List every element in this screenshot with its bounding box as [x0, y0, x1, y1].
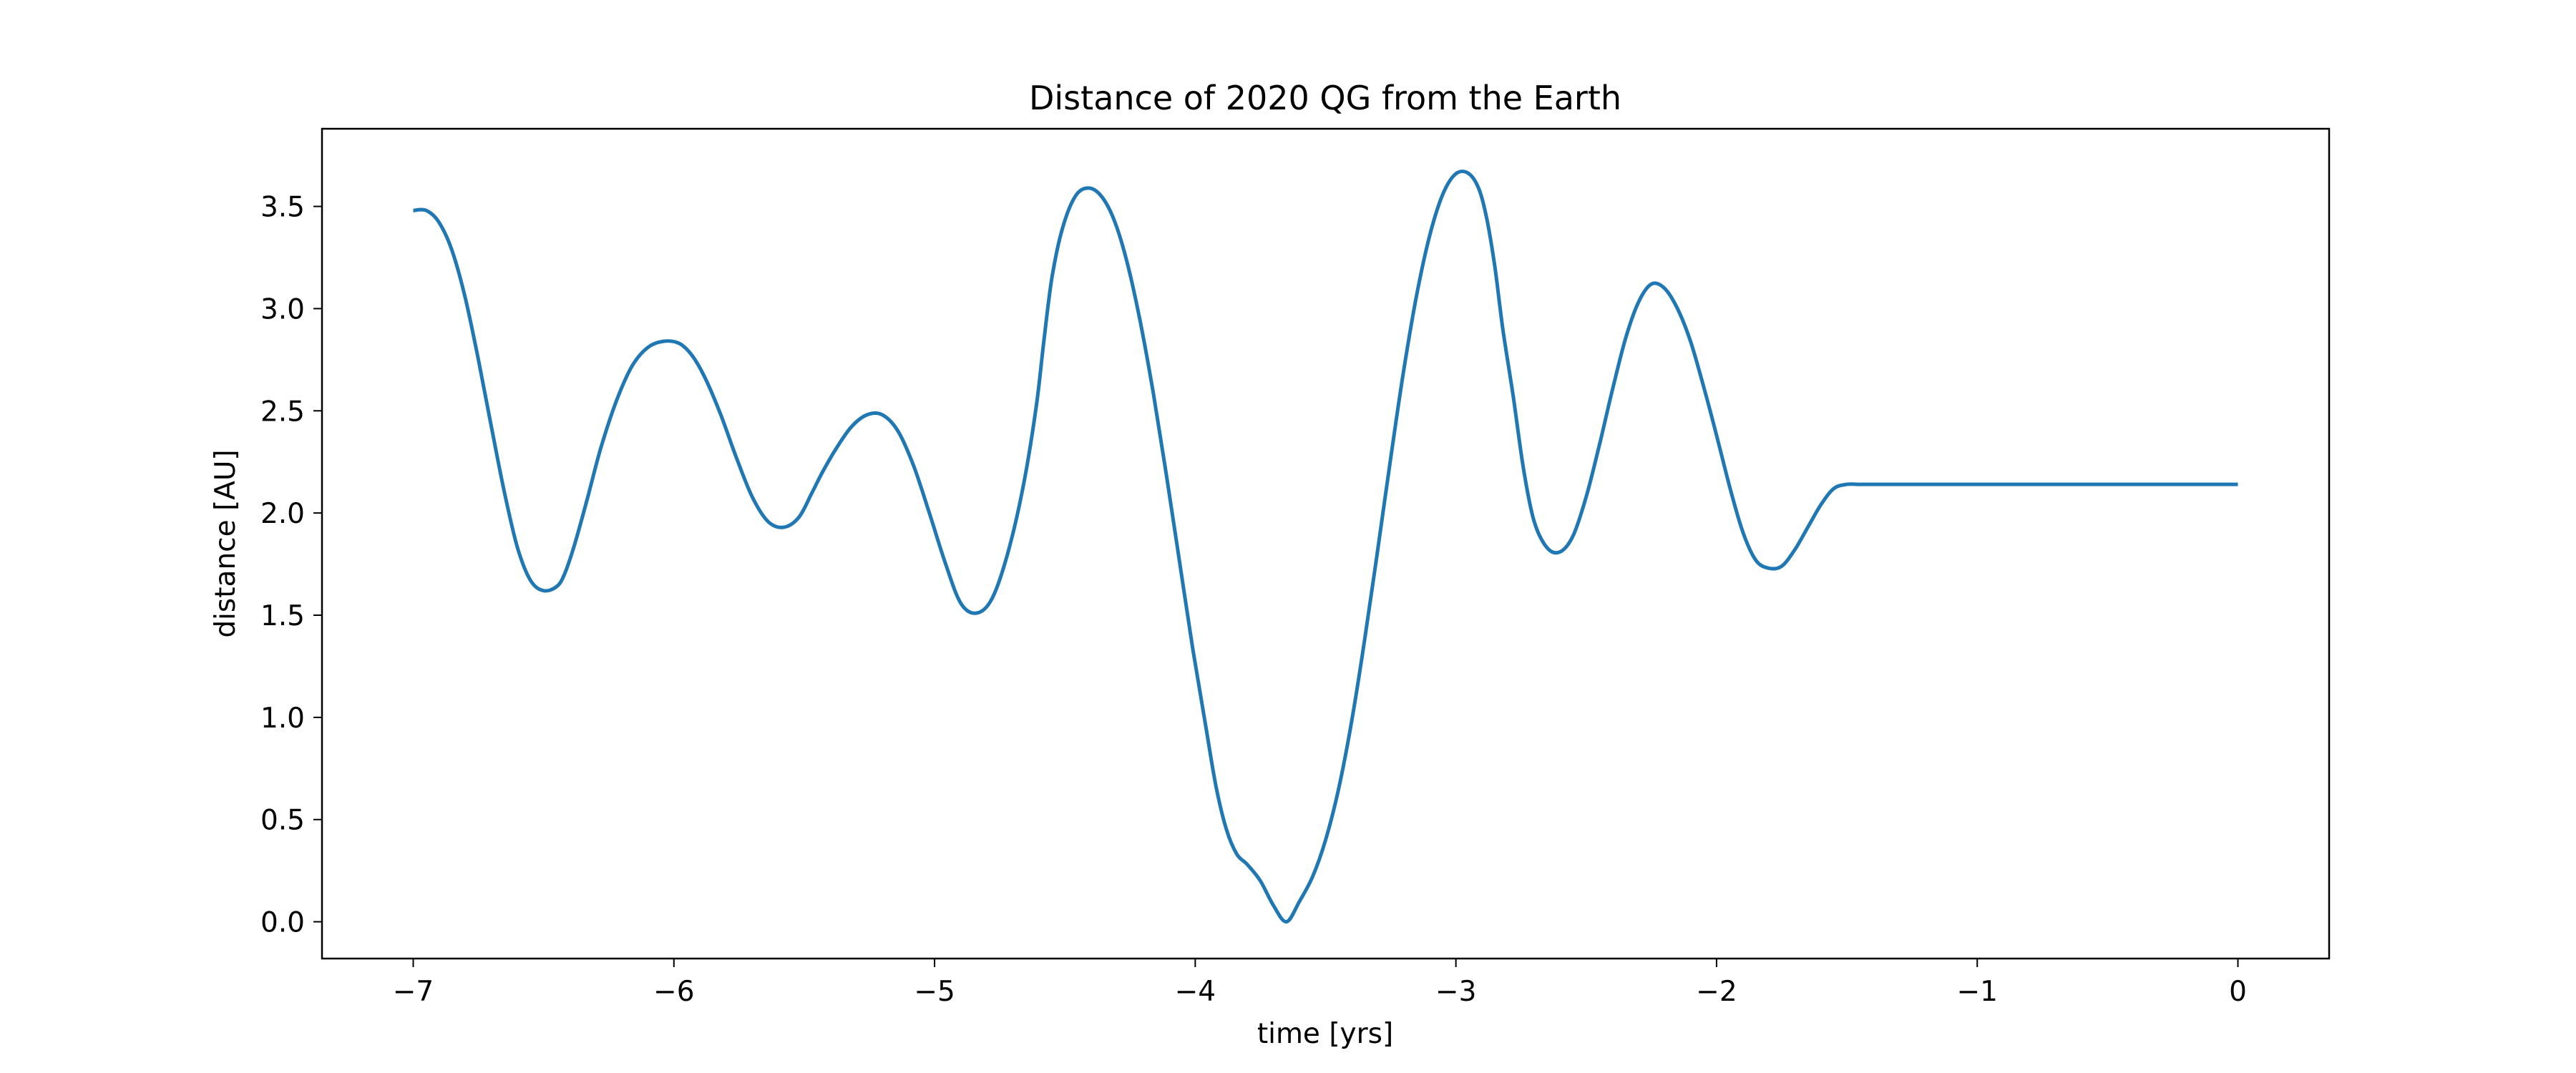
- y-tick-label: 3.0: [260, 293, 305, 325]
- x-tick-label: −3: [1435, 976, 1477, 1008]
- y-tick-label: 2.5: [260, 396, 305, 428]
- x-tick-label: −5: [914, 976, 955, 1008]
- x-tick-label: 0: [2229, 976, 2247, 1008]
- x-axis-label: time [yrs]: [1257, 1018, 1393, 1050]
- x-tick-label: −7: [393, 976, 434, 1008]
- y-tick-label: 0.5: [260, 805, 305, 837]
- y-tick-label: 2.0: [260, 498, 305, 530]
- plot-frame: [321, 127, 2331, 960]
- x-tick-label: −1: [1956, 976, 1998, 1008]
- y-tick-label: 1.0: [260, 702, 305, 735]
- chart-title: Distance of 2020 QG from the Earth: [1029, 79, 1621, 117]
- x-tick-label: −2: [1696, 976, 1737, 1008]
- y-axis-label: distance [AU]: [210, 449, 242, 637]
- plot-area: [413, 170, 2238, 924]
- x-tick-label: −4: [1175, 976, 1216, 1008]
- y-axis: 0.0 0.5 1.0 1.5 2.0 2.5 3.0 3.5: [260, 192, 322, 939]
- x-axis: −7 −6 −5 −4 −3 −2 −1 0: [393, 959, 2247, 1008]
- series-line-0: [413, 170, 2238, 924]
- y-tick-label: 3.5: [260, 192, 305, 224]
- y-tick-label: 1.5: [260, 600, 305, 632]
- x-tick-label: −6: [653, 976, 695, 1008]
- y-tick-label: 0.0: [260, 907, 305, 939]
